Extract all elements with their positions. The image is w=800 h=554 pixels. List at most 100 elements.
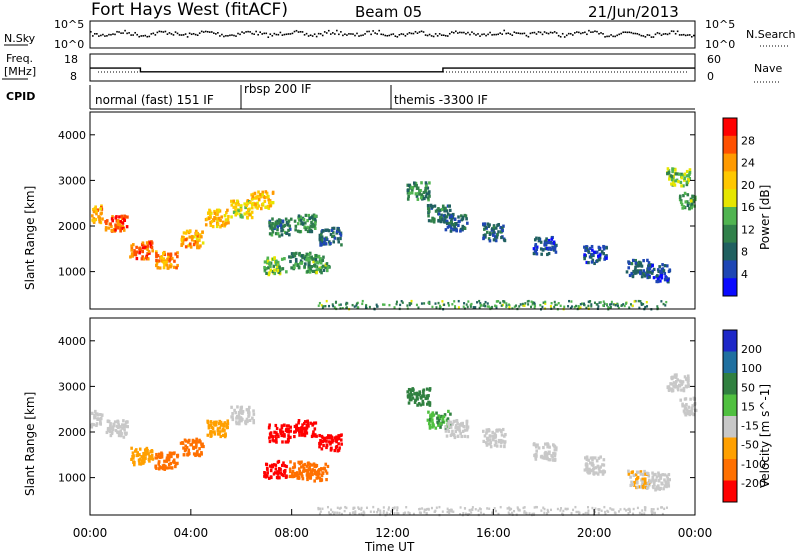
data-cell (594, 466, 598, 470)
data-cell (303, 426, 307, 430)
data-cell (274, 467, 278, 471)
data-cell (459, 506, 462, 509)
data-cell (248, 418, 252, 422)
data-cell (634, 271, 638, 275)
colorbar-frame (722, 329, 738, 503)
data-cell (684, 200, 688, 204)
data-cell (406, 197, 410, 201)
data-cell (565, 508, 568, 511)
data-cell (683, 375, 687, 379)
data-cell (638, 270, 642, 274)
data-cell (288, 469, 292, 474)
data-cell (679, 200, 683, 204)
data-cell (306, 475, 309, 480)
data-cell (511, 511, 514, 515)
noise-point (319, 33, 322, 35)
data-cell (636, 264, 639, 268)
data-cell (307, 252, 311, 257)
data-cell (149, 455, 152, 459)
noise-point (305, 32, 308, 35)
data-cell (269, 434, 272, 438)
data-cell (625, 302, 628, 305)
data-cell (182, 453, 186, 457)
data-cell (240, 213, 243, 217)
data-cell (213, 216, 217, 221)
data-cell (358, 507, 361, 511)
data-cell (426, 418, 430, 422)
data-cell (238, 410, 242, 415)
data-cell (428, 388, 432, 392)
data-cell (138, 247, 141, 251)
data-cell (460, 434, 463, 439)
data-cell (365, 304, 368, 308)
data-cell (154, 465, 157, 469)
data-cell (467, 300, 470, 303)
noise-point (412, 32, 415, 35)
data-cell (632, 507, 635, 511)
data-cell (636, 261, 639, 265)
data-cell (310, 255, 313, 259)
data-cell (292, 466, 295, 470)
data-cell (492, 230, 496, 234)
cpid-label: CPID (6, 90, 35, 103)
noise-point (519, 32, 522, 35)
data-cell (295, 251, 298, 255)
data-cell (688, 168, 692, 172)
noise-panel: N.Sky 10^5 10^0 10^5 10^0 N.Search (4, 18, 796, 51)
data-cell (267, 426, 271, 430)
data-cell (690, 204, 693, 208)
data-cell (587, 249, 590, 254)
noise-point (410, 32, 413, 35)
data-cell (650, 271, 654, 275)
data-cell (277, 270, 281, 274)
data-cell (246, 419, 249, 423)
data-cell (170, 466, 174, 470)
data-cell (508, 507, 511, 510)
data-cell (432, 424, 435, 428)
data-cell (574, 505, 577, 509)
data-cell (598, 469, 601, 474)
data-cell (287, 435, 291, 440)
data-cell (634, 265, 637, 269)
noise-point (146, 35, 149, 38)
data-cell (167, 462, 171, 467)
data-cell (487, 224, 490, 229)
data-cell (132, 463, 136, 467)
noise-point (557, 34, 560, 37)
data-cell (314, 219, 317, 223)
data-cell (278, 476, 281, 480)
data-cell (134, 448, 138, 452)
data-cell (484, 225, 488, 229)
data-cell (501, 226, 504, 230)
data-cell (431, 421, 434, 425)
data-cell (442, 414, 446, 419)
data-cell (146, 244, 150, 248)
data-cell (660, 481, 664, 485)
x-tick-label: 12:00 (375, 526, 410, 540)
colorbar-swatch (723, 118, 737, 137)
data-cell (646, 272, 649, 277)
data-cell (448, 204, 451, 208)
data-cell (448, 224, 451, 228)
noise-point (313, 33, 316, 35)
data-cell (443, 413, 447, 417)
data-cell (441, 510, 444, 513)
data-cell (673, 385, 677, 389)
noise-point (243, 32, 245, 34)
data-cell (325, 471, 329, 475)
data-cell (650, 508, 653, 511)
data-cell (494, 509, 497, 513)
data-cell (447, 304, 450, 307)
data-cell (630, 262, 634, 266)
data-cell (476, 301, 479, 304)
data-cell (209, 420, 213, 424)
data-cell (651, 471, 654, 475)
data-cell (455, 419, 459, 423)
data-cell (169, 253, 173, 257)
data-cell (575, 304, 578, 308)
data-cell (279, 431, 283, 435)
data-cell (590, 463, 594, 467)
noise-point (204, 30, 207, 33)
data-cell (427, 214, 430, 218)
data-cell (549, 305, 552, 308)
